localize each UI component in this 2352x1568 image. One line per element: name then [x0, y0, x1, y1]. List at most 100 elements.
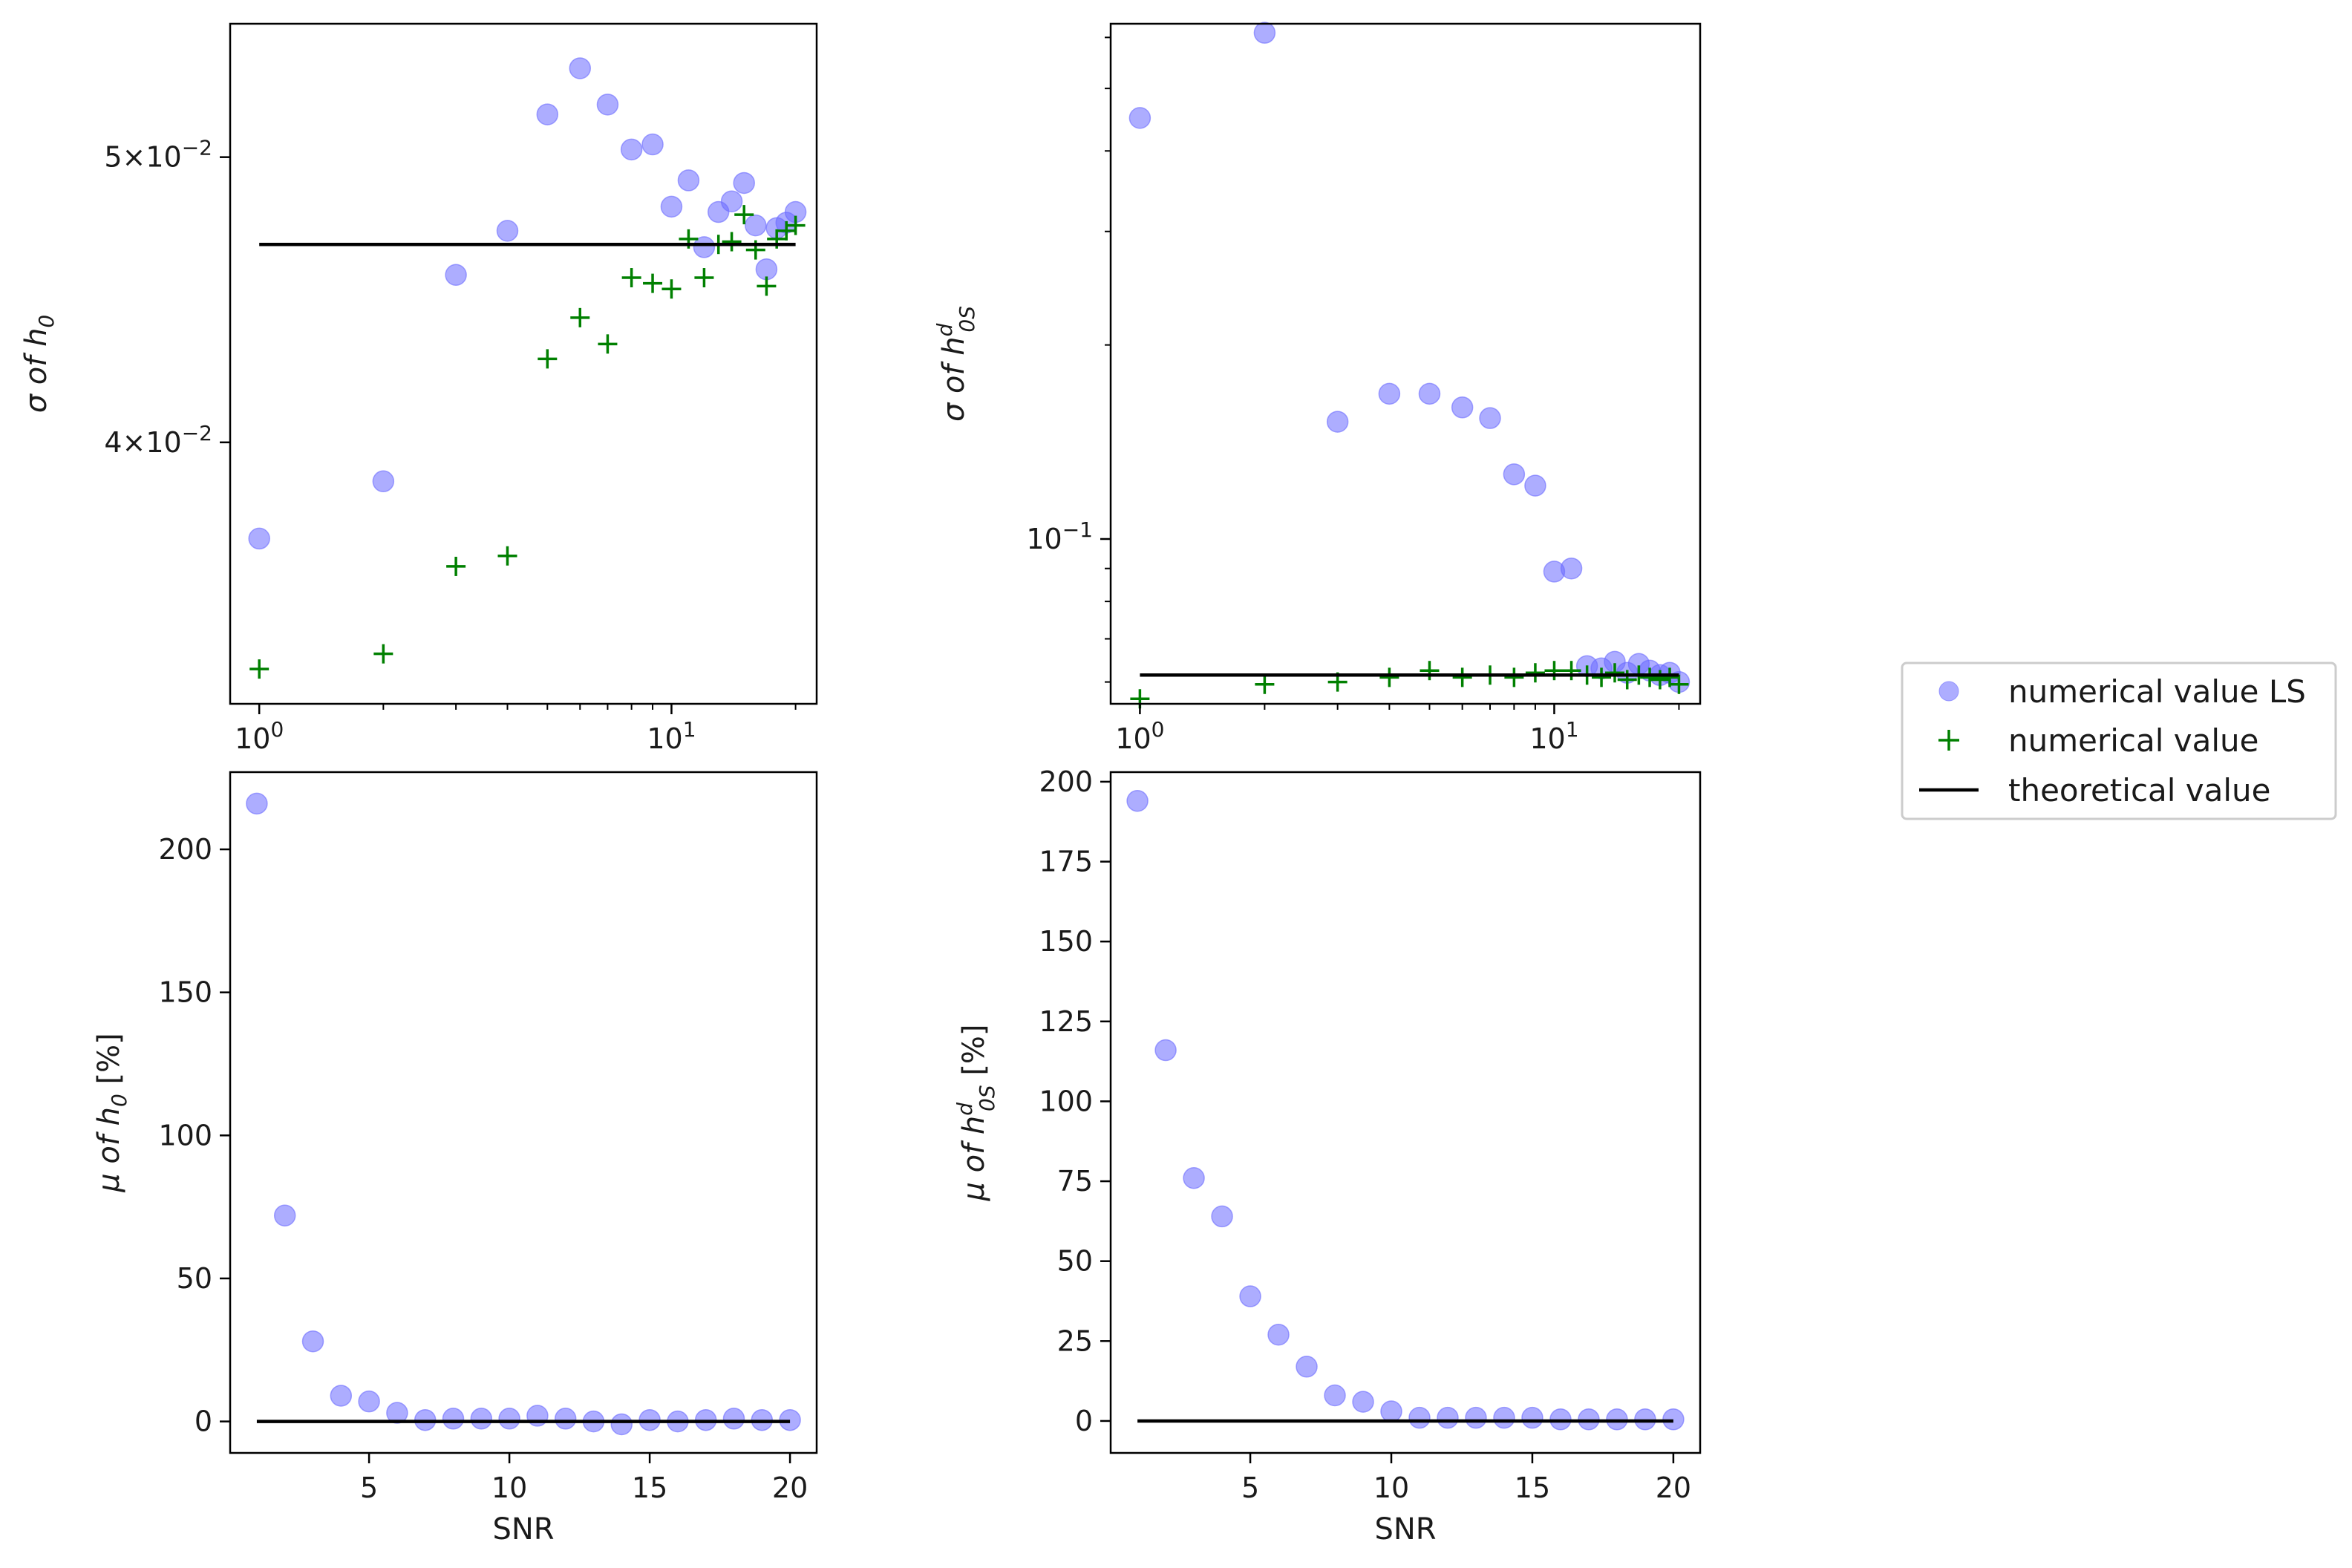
x-tick-label: 101: [647, 717, 696, 755]
axes-frame: [229, 22, 818, 705]
ls-point: [1211, 1205, 1233, 1228]
y-tick-label: 200: [158, 833, 212, 866]
y-tick-label: 125: [1039, 1005, 1093, 1038]
y-tick-label: 75: [1057, 1165, 1093, 1198]
ls-point: [1128, 107, 1152, 129]
x-axis-label: SNR: [492, 1512, 554, 1546]
num-point: [1420, 661, 1440, 681]
ls-point: [733, 172, 755, 195]
y-tick-label: 175: [1039, 846, 1093, 878]
ls-point: [745, 214, 767, 237]
num-point: [722, 232, 742, 252]
num-point: [1255, 674, 1275, 694]
legend-label-theory: theoretical value: [2008, 772, 2271, 808]
ls-point: [660, 195, 683, 218]
x-tick-label: 101: [1529, 717, 1578, 755]
ls-point: [496, 220, 519, 242]
num-point: [1605, 663, 1625, 683]
ls-point: [693, 236, 716, 258]
ls-point: [1352, 1391, 1374, 1413]
num-point: [621, 268, 641, 288]
y-tick-label: 0: [195, 1405, 212, 1438]
ls-point: [246, 792, 268, 815]
num-point: [497, 546, 517, 566]
ls-point: [1521, 1406, 1544, 1429]
ls-point: [1451, 396, 1474, 419]
ls-point: [1126, 789, 1149, 812]
ls-point: [1418, 382, 1441, 405]
x-tick-label: 15: [1515, 1471, 1550, 1504]
num-point: [1617, 670, 1637, 690]
ls-point: [445, 264, 467, 286]
y-tick-label: 200: [1039, 765, 1093, 798]
num-point: [1452, 667, 1472, 687]
num-point: [373, 644, 393, 664]
num-point: [734, 205, 754, 225]
x-tick-label: 15: [632, 1471, 667, 1504]
ls-point: [386, 1402, 408, 1424]
ls-point: [569, 57, 592, 79]
ls-point: [248, 527, 270, 550]
axes-frame: [1109, 22, 1702, 705]
y-tick-label: 25: [1057, 1324, 1093, 1357]
ls-point: [722, 1408, 745, 1430]
num-point: [757, 276, 777, 296]
num-point: [538, 349, 558, 369]
ls-point: [1239, 1285, 1261, 1307]
num-point: [1561, 661, 1581, 681]
ls-point: [1408, 1406, 1431, 1429]
y-axis-label: μ of h0 [%]: [92, 1033, 131, 1193]
num-point: [1379, 667, 1399, 687]
num-point: [1504, 667, 1524, 687]
x-tick-label: 5: [360, 1471, 378, 1504]
y-tick-label: 50: [177, 1262, 212, 1295]
ls-point: [1253, 22, 1276, 44]
ls-point: [330, 1385, 353, 1407]
num-point: [1650, 670, 1670, 690]
ls-point: [1154, 1039, 1177, 1062]
y-tick-label: 5×10−2: [104, 136, 212, 174]
legend-label-num: numerical value: [2008, 722, 2259, 759]
y-tick-label: 100: [1039, 1085, 1093, 1117]
y-axis-label: σ of h0: [19, 315, 59, 414]
x-tick-label: 10: [491, 1471, 527, 1504]
num-point: [1640, 667, 1660, 687]
ls-point: [372, 470, 395, 493]
ls-point: [273, 1204, 296, 1226]
num-point: [785, 215, 806, 235]
x-tick-label: 20: [772, 1471, 808, 1504]
y-tick-label: 50: [1057, 1245, 1093, 1278]
num-point: [598, 334, 618, 354]
ls-point: [1437, 1406, 1459, 1429]
ls-point: [1479, 407, 1501, 429]
y-tick-label: 100: [158, 1119, 212, 1152]
ls-point: [620, 138, 643, 161]
num-point: [249, 659, 270, 679]
y-tick-label: 4×10−2: [104, 421, 212, 459]
ls-point: [610, 1413, 633, 1436]
legend-marker-ls: [1938, 681, 1959, 702]
x-tick-label: 100: [235, 717, 284, 755]
ls-point: [1296, 1356, 1318, 1378]
ls-point: [1560, 557, 1583, 580]
x-tick-label: 10: [1373, 1471, 1409, 1504]
num-point: [643, 273, 663, 293]
y-axis-label: μ of hd0S [%]: [953, 1024, 999, 1201]
ls-point: [301, 1330, 324, 1353]
y-tick-label: 150: [158, 976, 212, 1009]
x-tick-label: 20: [1656, 1471, 1691, 1504]
num-point: [1544, 661, 1564, 681]
num-point: [1525, 663, 1545, 683]
ls-point: [1380, 1400, 1402, 1422]
ls-point: [1183, 1167, 1205, 1189]
ls-point: [442, 1408, 465, 1430]
ls-point: [720, 190, 743, 212]
num-point: [570, 307, 590, 327]
num-point: [1592, 667, 1612, 687]
ls-point: [1267, 1323, 1290, 1346]
num-point: [1669, 674, 1689, 694]
ls-point: [1493, 1406, 1515, 1429]
axes-frame: [1109, 771, 1702, 1454]
